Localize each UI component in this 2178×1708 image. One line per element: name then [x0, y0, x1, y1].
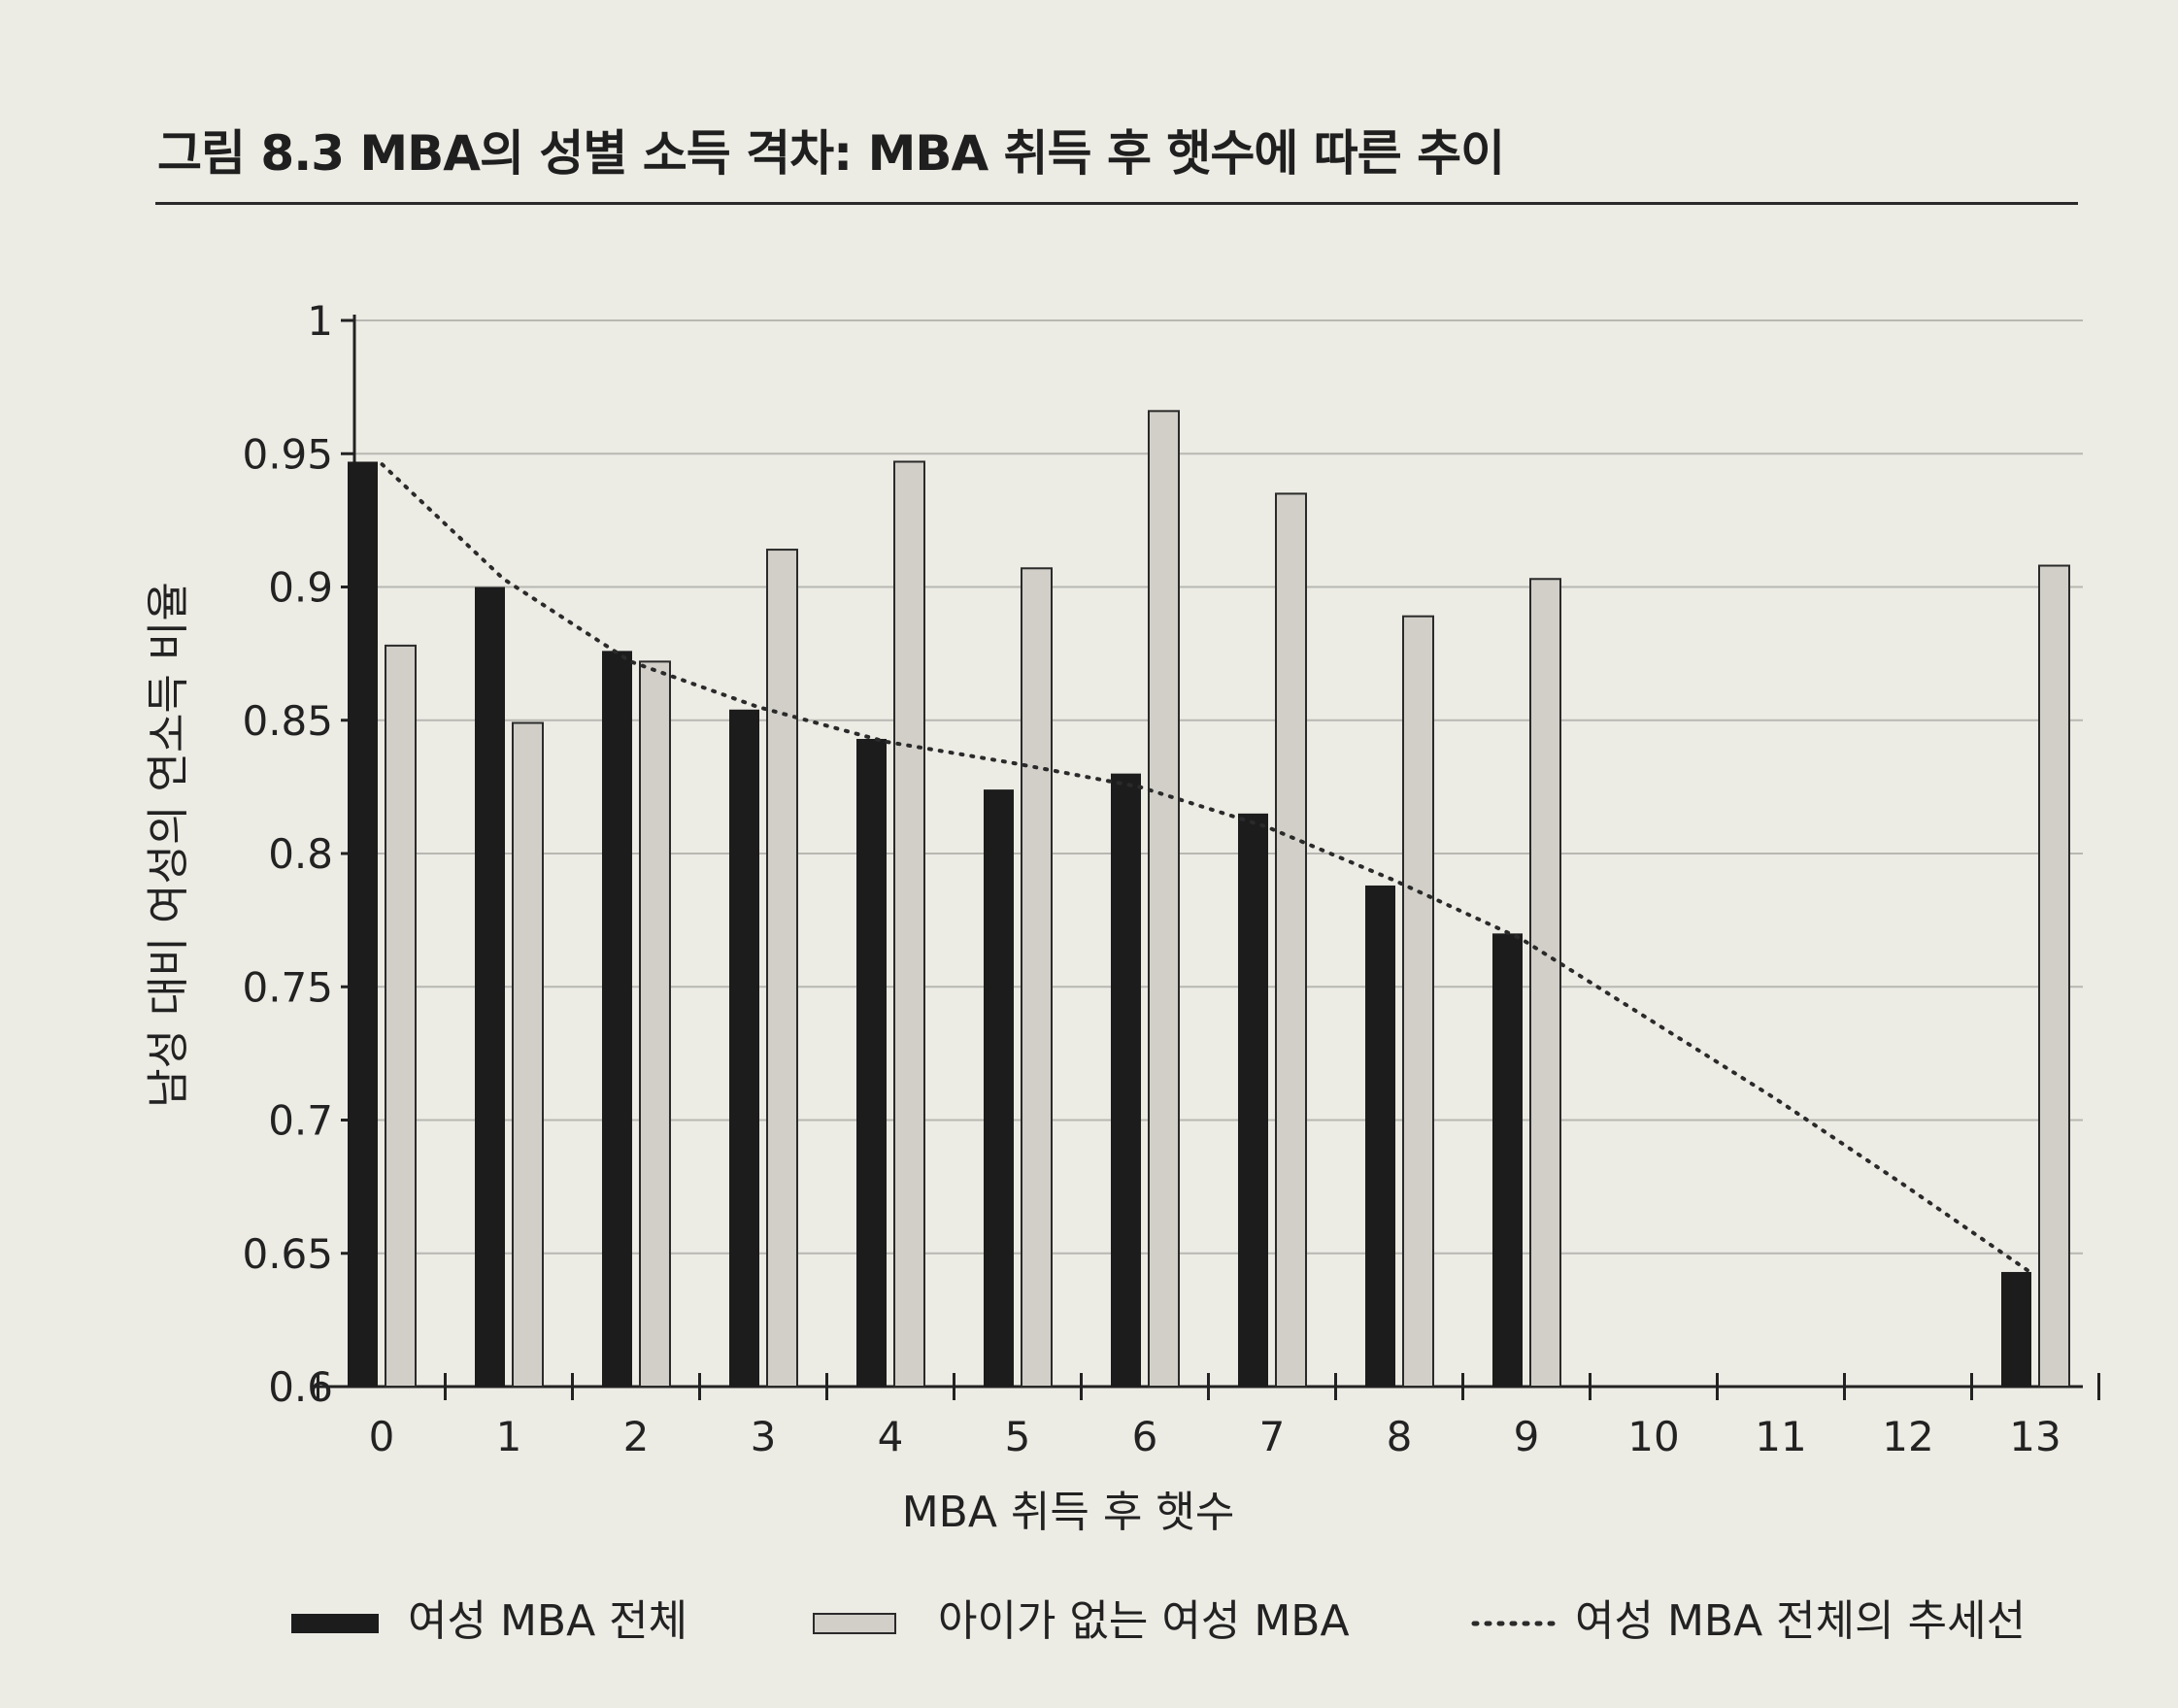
y-tick-label: 0.7 [268, 1097, 333, 1145]
bar-women-no-children [1148, 410, 1180, 1388]
figure-title: 그림 8.3 MBA의 성별 소득 격차: MBA 취득 후 햇수에 따른 추이 [157, 125, 1505, 182]
legend: 여성 MBA 전체 아이가 없는 여성 MBA 여성 MBA 전체의 추세선 [291, 1596, 2026, 1646]
bar-women-no-children [639, 660, 671, 1388]
x-tick-label: 0 [369, 1413, 395, 1460]
bar-women-all [2001, 1271, 2031, 1387]
bar-women-no-children [893, 460, 925, 1388]
x-tick-label: 3 [751, 1413, 777, 1460]
x-tick-label: 7 [1259, 1413, 1286, 1460]
bar-women-no-children [1402, 615, 1434, 1388]
bar-women-all [475, 586, 505, 1387]
bar-women-all [856, 738, 887, 1387]
bar-women-all [1365, 885, 1395, 1387]
bar-women-no-children [1275, 492, 1307, 1388]
legend-swatch-women-no-children [813, 1613, 896, 1634]
bar-women-no-children [1021, 567, 1053, 1388]
x-tick-label: 12 [1882, 1413, 1933, 1460]
x-tick-label: 9 [1514, 1413, 1540, 1460]
bar-women-all [348, 461, 378, 1387]
x-tick-label: 11 [1755, 1413, 1806, 1460]
bar-women-all [602, 651, 632, 1387]
y-tick-label: 0.8 [268, 830, 333, 878]
x-tick-label: 10 [1627, 1413, 1679, 1460]
x-tick-label: 2 [623, 1413, 650, 1460]
bar-women-no-children [1529, 578, 1561, 1388]
y-tick-label: 0.85 [242, 697, 333, 745]
y-axis-title: 남성 대비 여성의 연소득 비율 [144, 582, 193, 1108]
bar-women-all [1238, 813, 1268, 1387]
y-tick-label: 0.75 [242, 963, 333, 1011]
y-tick-label: 1 [307, 297, 333, 345]
legend-label-trend: 여성 MBA 전체의 추세선 [1575, 1596, 2026, 1646]
x-axis-title: MBA 취득 후 햇수 [902, 1488, 1235, 1537]
bar-women-all [1492, 933, 1523, 1387]
axes [311, 315, 2100, 1400]
y-tick-label: 0.95 [242, 430, 333, 478]
bar-women-no-children [385, 644, 417, 1388]
x-tick-label: 8 [1387, 1413, 1413, 1460]
bar-women-no-children [2038, 564, 2070, 1388]
legend-label-women-all: 여성 MBA 전체 [408, 1596, 687, 1646]
x-tick-label: 1 [496, 1413, 522, 1460]
bar-women-all [984, 789, 1014, 1387]
x-tick-label: 6 [1132, 1413, 1158, 1460]
legend-label-women-no-children: 아이가 없는 여성 MBA [938, 1596, 1350, 1646]
y-tick-label: 0.6 [268, 1363, 333, 1411]
legend-swatch-women-all [291, 1614, 379, 1633]
bars [348, 410, 2070, 1388]
y-tick-label: 0.9 [268, 564, 333, 612]
x-tick-label: 4 [878, 1413, 904, 1460]
bar-women-no-children [512, 721, 544, 1388]
x-tick-label: 13 [2009, 1413, 2061, 1460]
x-tick-label: 5 [1005, 1413, 1031, 1460]
bar-women-no-children [766, 549, 798, 1388]
trend-line-layer [380, 462, 2032, 1274]
bar-women-all [729, 709, 759, 1387]
trend-line [380, 462, 2032, 1274]
title-rule [155, 202, 2078, 205]
y-tick-label: 0.65 [242, 1230, 333, 1278]
bar-women-all [1111, 773, 1141, 1387]
